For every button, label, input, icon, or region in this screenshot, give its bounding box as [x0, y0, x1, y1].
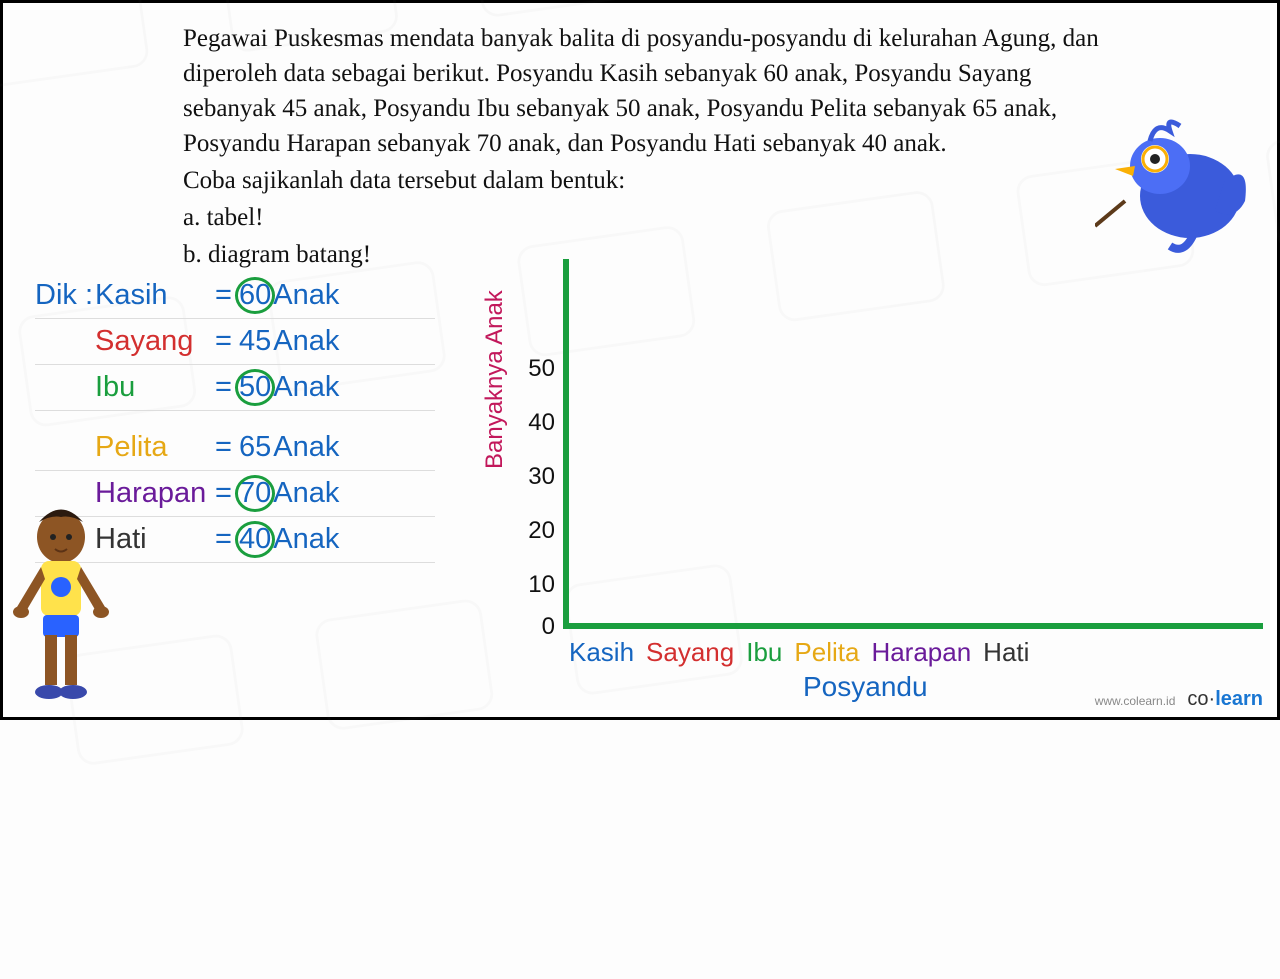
question-text: Pegawai Puskesmas mendata banyak balita …: [183, 21, 1103, 274]
x-category: Ibu: [746, 637, 782, 668]
brand-logo: co·learn: [1187, 688, 1263, 711]
dik-label: Dik :: [35, 279, 95, 312]
y-tick: 0: [515, 613, 555, 641]
bird-mascot-icon: [1095, 111, 1255, 261]
anak-unit: Anak: [273, 523, 339, 556]
question-paragraph: Pegawai Puskesmas mendata banyak balita …: [183, 21, 1103, 161]
question-prompt: Coba sajikanlah data tersebut dalam bent…: [183, 163, 1103, 198]
equals-sign: =: [215, 325, 239, 358]
posyandu-name: Pelita: [95, 431, 215, 464]
x-category: Pelita: [794, 637, 859, 668]
anak-unit: Anak: [273, 431, 339, 464]
data-row: Pelita= 65 Anak: [35, 425, 435, 471]
x-category: Harapan: [871, 637, 971, 668]
footer: www.colearn.id co·learn: [1095, 688, 1263, 711]
y-tick: 50: [515, 355, 555, 383]
anak-unit: Anak: [273, 325, 339, 358]
x-category: Kasih: [569, 637, 634, 668]
data-row: Ibu= 50Anak: [35, 365, 435, 411]
y-tick: 10: [515, 571, 555, 599]
posyandu-name: Ibu: [95, 371, 215, 404]
x-axis-title: Posyandu: [803, 671, 928, 703]
x-axis-line: [563, 623, 1263, 629]
boy-mascot-icon: [11, 497, 111, 707]
posyandu-name: Harapan: [95, 477, 215, 510]
data-row: Sayang= 45 Anak: [35, 319, 435, 365]
question-option-a: a. tabel!: [183, 200, 1103, 235]
y-tick: 30: [515, 463, 555, 491]
y-tick: 40: [515, 409, 555, 437]
y-axis-label: Banyaknya Anak: [481, 290, 509, 469]
anak-unit: Anak: [273, 279, 339, 312]
x-category: Hati: [983, 637, 1029, 668]
anak-unit: Anak: [273, 477, 339, 510]
value: 50: [239, 371, 271, 404]
bar-chart-frame: Banyaknya Anak 50403020100 KasihSayangIb…: [503, 259, 1263, 689]
data-row: Dik :Kasih= 60Anak: [35, 273, 435, 319]
value: 45: [239, 325, 271, 358]
value: 70: [239, 477, 271, 510]
footer-url: www.colearn.id: [1095, 694, 1176, 708]
y-axis-line: [563, 259, 569, 629]
anak-unit: Anak: [273, 371, 339, 404]
posyandu-name: Hati: [95, 523, 215, 556]
equals-sign: =: [215, 431, 239, 464]
posyandu-name: Sayang: [95, 325, 215, 358]
value: 65: [239, 431, 271, 464]
value: 40: [239, 523, 271, 556]
y-tick: 20: [515, 517, 555, 545]
x-category: Sayang: [646, 637, 734, 668]
value: 60: [239, 279, 271, 312]
posyandu-name: Kasih: [95, 279, 215, 312]
x-axis-categories: Kasih Sayang Ibu Pelita Harapan Hati: [569, 637, 1029, 668]
